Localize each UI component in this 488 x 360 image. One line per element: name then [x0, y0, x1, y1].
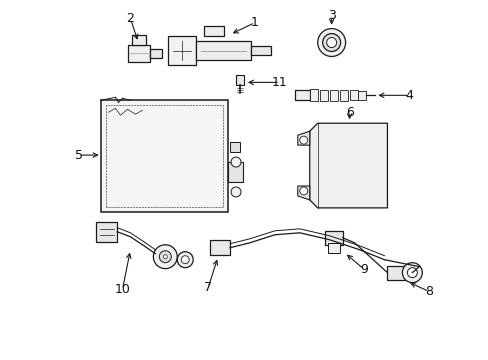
Circle shape	[326, 37, 336, 48]
Circle shape	[299, 136, 307, 144]
Circle shape	[153, 245, 177, 269]
Text: 7: 7	[203, 281, 212, 294]
Text: 4: 4	[405, 89, 412, 102]
FancyBboxPatch shape	[227, 162, 243, 182]
Circle shape	[163, 255, 167, 259]
Polygon shape	[309, 123, 386, 208]
Text: 11: 11	[271, 76, 287, 89]
FancyBboxPatch shape	[329, 90, 337, 101]
FancyBboxPatch shape	[132, 35, 146, 45]
FancyBboxPatch shape	[327, 243, 339, 253]
FancyBboxPatch shape	[236, 75, 244, 85]
Polygon shape	[297, 186, 309, 200]
FancyBboxPatch shape	[319, 90, 327, 101]
Text: 5: 5	[75, 149, 82, 162]
Circle shape	[402, 263, 422, 283]
FancyBboxPatch shape	[349, 90, 357, 100]
Text: 3: 3	[327, 9, 335, 22]
FancyBboxPatch shape	[168, 36, 196, 66]
Text: 9: 9	[360, 263, 368, 276]
FancyBboxPatch shape	[250, 45, 270, 55]
FancyBboxPatch shape	[357, 91, 365, 100]
Text: 6: 6	[345, 106, 353, 119]
FancyBboxPatch shape	[309, 89, 317, 101]
Text: 8: 8	[425, 285, 432, 298]
Text: 2: 2	[126, 12, 134, 25]
Circle shape	[407, 268, 416, 278]
FancyBboxPatch shape	[203, 26, 224, 36]
Text: 10: 10	[114, 283, 130, 296]
FancyBboxPatch shape	[386, 266, 405, 280]
FancyBboxPatch shape	[324, 231, 342, 245]
FancyBboxPatch shape	[128, 45, 150, 62]
Circle shape	[177, 252, 193, 268]
Circle shape	[317, 28, 345, 57]
Polygon shape	[297, 131, 309, 145]
FancyBboxPatch shape	[196, 41, 250, 60]
Text: 1: 1	[250, 16, 258, 29]
FancyBboxPatch shape	[150, 49, 162, 58]
Circle shape	[299, 187, 307, 195]
FancyBboxPatch shape	[210, 240, 229, 255]
FancyBboxPatch shape	[101, 100, 227, 212]
FancyBboxPatch shape	[95, 222, 117, 242]
FancyBboxPatch shape	[339, 90, 347, 100]
Circle shape	[181, 256, 189, 264]
Circle shape	[159, 251, 171, 263]
Circle shape	[230, 157, 241, 167]
FancyBboxPatch shape	[294, 90, 309, 100]
Circle shape	[230, 187, 241, 197]
FancyBboxPatch shape	[229, 142, 240, 152]
Circle shape	[322, 33, 340, 51]
